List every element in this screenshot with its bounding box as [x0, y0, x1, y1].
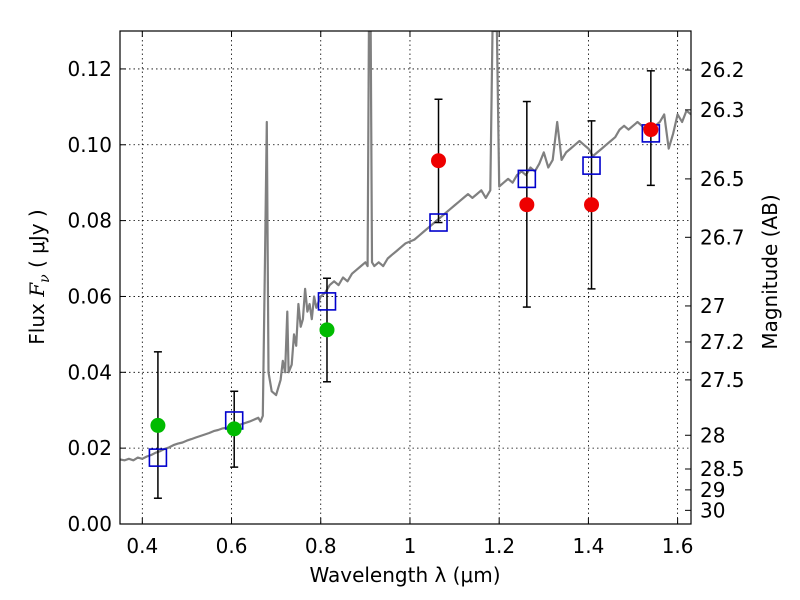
y-tick-label: 0.06	[67, 284, 112, 308]
green-data-point	[150, 417, 166, 433]
y-tick-label: 0.10	[67, 133, 112, 157]
magnitude-tick-label: 27.5	[700, 368, 745, 392]
axes: 0.4 0.6 0.8 1 1.2 1.4 1.6 0.00 0.02 0.04 0.06 0.08 0…	[67, 31, 745, 558]
model-square	[317, 292, 337, 311]
magnitude-tick-label: 26.3	[700, 98, 745, 122]
model-square	[517, 169, 537, 189]
y-tick-label: 0.08	[67, 209, 112, 233]
x-axis-label: Wavelength λ (μm)	[309, 563, 500, 587]
x-tick-label: 1.4	[572, 534, 604, 558]
red-data-point	[643, 122, 659, 138]
y-tick-label: 0.12	[67, 57, 112, 81]
y-axis-label: Flux Fν ( μJy )	[25, 209, 53, 344]
right-axis-label: Magnitude (AB)	[758, 194, 782, 349]
plot-area	[120, 31, 691, 499]
x-tick-label: 1.6	[662, 534, 694, 558]
x-tick-label: 0.8	[305, 534, 337, 558]
x-tick-label: 1	[404, 534, 417, 558]
red-data-point	[519, 197, 535, 213]
x-tick-label: 0.4	[126, 534, 158, 558]
magnitude-tick-label: 28.5	[700, 457, 745, 481]
plot-content	[120, 31, 691, 499]
magnitude-tick-label: 28	[700, 423, 725, 447]
y-axis-label-subscript: ν	[37, 274, 53, 283]
grid-lines	[120, 31, 691, 524]
magnitude-tick-label: 27.2	[700, 330, 745, 354]
green-data-point	[226, 421, 242, 437]
x-tick-label: 1.2	[483, 534, 515, 558]
green-data-point	[319, 322, 335, 338]
red-data-point	[584, 197, 600, 213]
y-tick-label: 0.00	[67, 512, 112, 536]
x-tick-label: 0.6	[216, 534, 248, 558]
magnitude-tick-label: 30	[700, 498, 725, 522]
model-square	[148, 448, 168, 467]
y-axis-label-suffix: ( μJy )	[25, 209, 49, 274]
y-axis-label-prefix: Flux	[25, 297, 49, 345]
magnitude-tick-label: 26.5	[700, 167, 745, 191]
model-square	[429, 213, 448, 232]
red-data-point	[431, 153, 447, 169]
plot-frame	[119, 30, 692, 525]
y-tick-label: 0.04	[67, 360, 112, 384]
magnitude-tick-label: 26.7	[700, 225, 745, 249]
y-tick-label: 0.02	[67, 436, 112, 460]
y-axis-label-symbol: F	[25, 282, 49, 298]
magnitude-tick-label: 29	[700, 478, 725, 502]
magnitude-tick-label: 26.2	[700, 58, 745, 82]
magnitude-tick-label: 27	[700, 294, 725, 318]
model-square	[582, 156, 601, 175]
